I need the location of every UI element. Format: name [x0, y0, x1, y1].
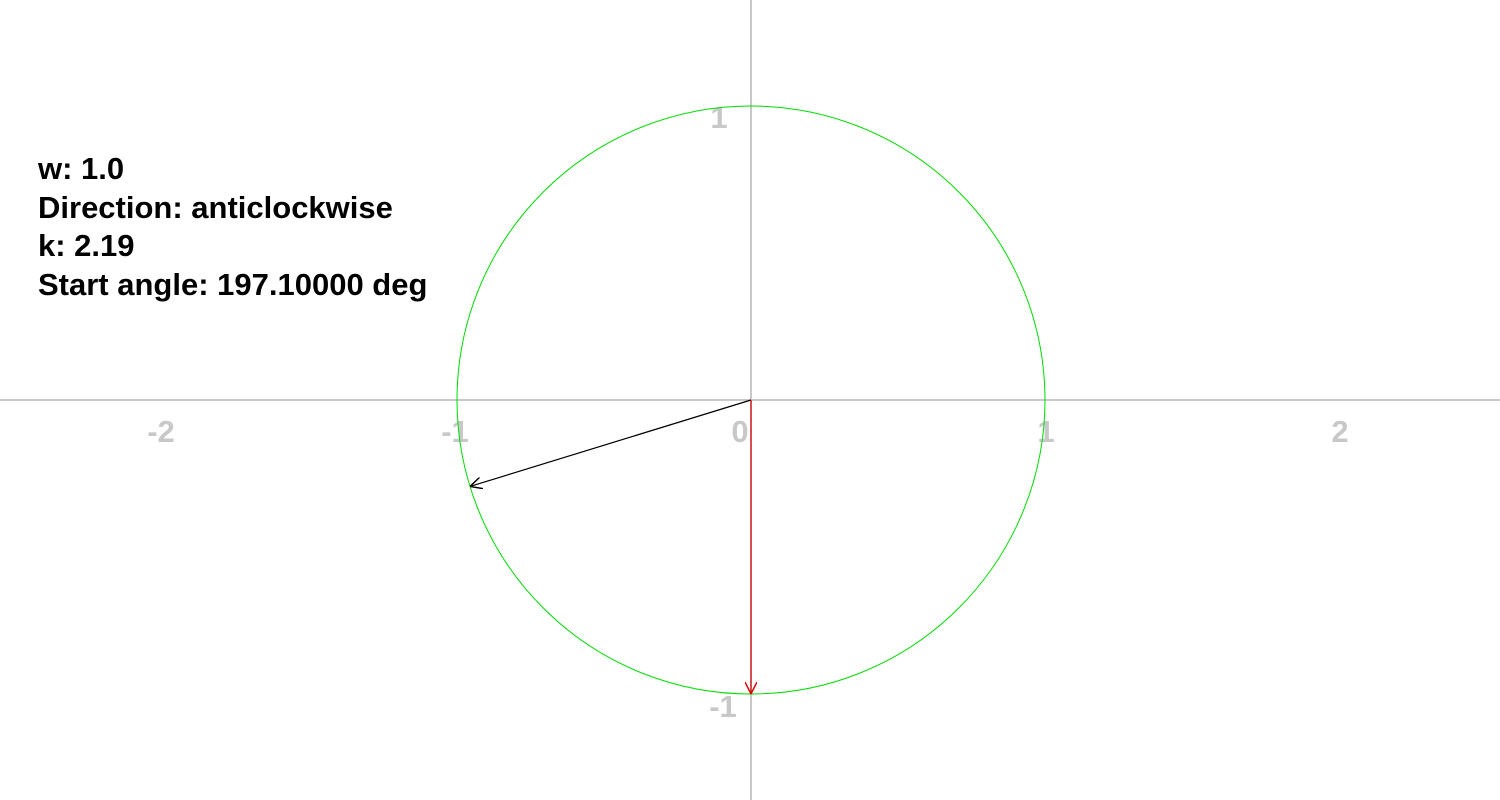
x-tick-label-0: 0 [731, 414, 748, 449]
x-tick-label-neg2: -2 [147, 414, 175, 449]
start-angle-readout: Start angle: 197.10000 deg [38, 266, 428, 302]
rotating-phasor-arrow [470, 399, 752, 486]
x-tick-label-1: 1 [1037, 414, 1054, 449]
parameter-panel: w: 1.0 Direction: anticlockwise k: 2.19 … [38, 150, 427, 304]
w-readout: w: 1.0 [38, 151, 125, 186]
x-tick-label-2: 2 [1331, 414, 1348, 449]
direction-readout: Direction: anticlockwise [38, 189, 393, 225]
x-tick-label-neg1: -1 [441, 414, 469, 449]
k-readout: k: 2.19 [38, 228, 135, 263]
y-tick-label-1: 1 [710, 100, 727, 135]
y-tick-label-neg1: -1 [709, 689, 737, 724]
